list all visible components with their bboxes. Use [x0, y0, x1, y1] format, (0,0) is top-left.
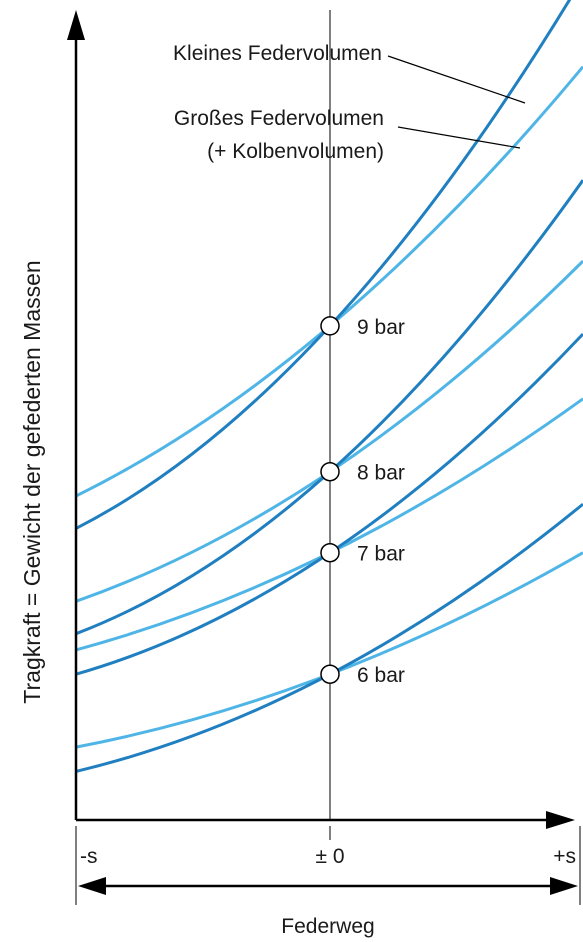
markers-group: 9 bar 8 bar 7 bar 6 bar: [320, 316, 405, 687]
pressure-label-9-bar: 9 bar: [357, 316, 405, 339]
x-tick-minus-s: -s: [80, 845, 98, 868]
legend-leader-large: [397, 126, 521, 149]
legend-large-volume-line2: (+ Kolbenvolumen): [207, 140, 384, 163]
x-tick-zero: ± 0: [315, 845, 344, 868]
x-axis-arrow-icon: [546, 811, 575, 829]
pressure-marker-6-bar: [320, 664, 340, 684]
pressure-marker-8-bar: [320, 461, 340, 482]
pressure-marker-9-bar: [320, 316, 340, 336]
pressure-label-7-bar: 7 bar: [357, 543, 405, 566]
x-tick-plus-s: +s: [553, 845, 576, 868]
pressure-label-8-bar: 8 bar: [357, 462, 405, 485]
pressure-marker-7-bar: [320, 542, 340, 563]
legend-small-volume: Kleines Federvolumen: [173, 42, 382, 65]
range-arrow-right-icon: [550, 877, 578, 895]
x-axis-label: Federweg: [281, 915, 374, 938]
range-arrow-left-icon: [78, 877, 106, 895]
legend-leader-small: [387, 55, 526, 104]
y-axis-label: Tragkraft = Gewicht der gefederten Masse…: [19, 260, 45, 703]
legend-large-volume-line1: Großes Federvolumen: [174, 107, 384, 130]
y-axis-arrow-icon: [67, 10, 85, 40]
pressure-label-6-bar: 6 bar: [357, 664, 405, 687]
